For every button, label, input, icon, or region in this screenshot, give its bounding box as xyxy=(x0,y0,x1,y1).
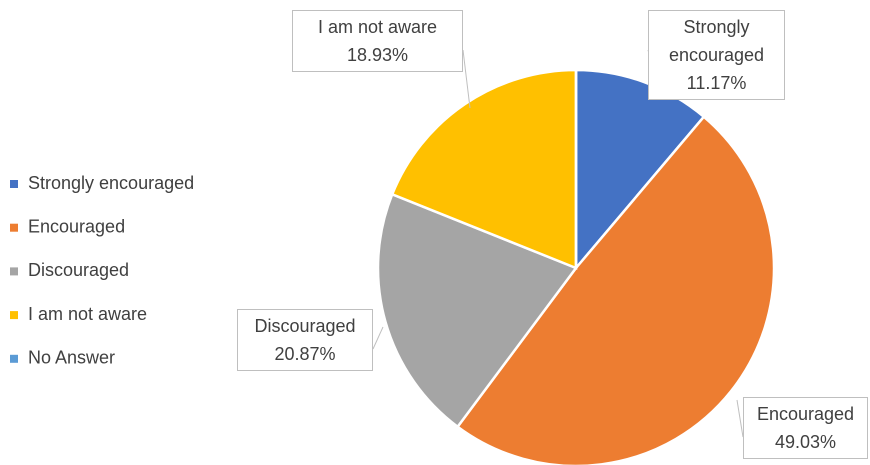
legend-label: I am not aware xyxy=(28,304,147,324)
data-label: Discouraged 20.87% xyxy=(237,309,373,371)
legend-label: Discouraged xyxy=(28,260,129,280)
data-label-category: Encouraged xyxy=(756,404,855,424)
data-label-value: 18.93% xyxy=(346,45,409,65)
legend-label: Encouraged xyxy=(28,216,125,236)
legend-swatch xyxy=(10,311,18,320)
callout-leader xyxy=(736,399,744,438)
data-label-value: 49.03% xyxy=(774,432,837,452)
data-label: Encouraged 49.03% xyxy=(743,397,868,459)
callout-leader xyxy=(372,326,384,350)
callout-leader xyxy=(462,49,471,109)
legend-swatch xyxy=(10,223,18,232)
data-label-value: 11.17% xyxy=(686,73,747,93)
pie-slice xyxy=(376,192,578,429)
legend-label: Strongly encouraged xyxy=(28,173,194,193)
pie-slice xyxy=(455,115,776,465)
data-label-value: 20.87% xyxy=(274,344,336,364)
data-label-category: Strongly encouraged xyxy=(668,17,765,65)
data-label: I am not aware 18.93% xyxy=(292,10,463,72)
legend-swatch xyxy=(10,267,18,276)
data-label-category: I am not aware xyxy=(317,17,438,37)
legend-swatch xyxy=(10,354,18,363)
pie-slice xyxy=(574,68,706,272)
legend-swatch xyxy=(10,180,18,188)
legend-label: No Answer xyxy=(28,348,115,368)
data-label-category: Discouraged xyxy=(254,316,356,336)
data-label: Strongly encouraged 11.17% xyxy=(648,10,785,100)
pie-slice xyxy=(390,68,578,270)
